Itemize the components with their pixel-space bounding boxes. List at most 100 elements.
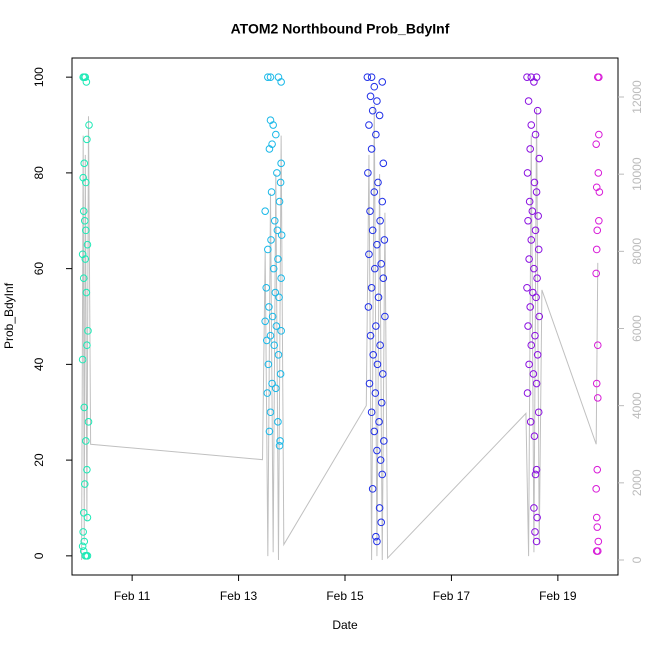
point [373, 360, 382, 369]
x-tick-label: Feb 15 [326, 589, 364, 603]
point [272, 322, 281, 330]
point [526, 418, 535, 426]
point [364, 169, 372, 177]
point [527, 236, 536, 244]
x-axis-label: Date [332, 618, 358, 632]
point [368, 226, 377, 235]
point [592, 269, 600, 278]
point [365, 379, 374, 388]
point [82, 288, 91, 297]
y-axis-label: Prob_BdyInf [2, 282, 16, 349]
y2-tick-label: 2000 [630, 469, 644, 496]
x-tick-label: Feb 17 [433, 589, 471, 603]
point [277, 327, 285, 335]
point [82, 78, 91, 86]
point [275, 293, 283, 302]
point [270, 216, 279, 225]
point [592, 379, 601, 388]
point [79, 528, 87, 536]
point [526, 145, 534, 153]
point [528, 207, 537, 215]
point [82, 437, 90, 445]
point [261, 207, 269, 215]
point [534, 245, 543, 254]
point [375, 418, 383, 426]
point [276, 178, 285, 187]
point [264, 245, 272, 254]
point [377, 260, 385, 268]
point [531, 528, 539, 536]
point [535, 312, 544, 321]
point [267, 188, 276, 196]
point [276, 370, 285, 378]
point [81, 73, 90, 81]
point [267, 236, 275, 244]
point [82, 178, 90, 187]
point [532, 188, 541, 196]
point [378, 78, 387, 86]
point [533, 513, 541, 522]
point [266, 73, 275, 81]
point [261, 317, 269, 326]
y-tick-label: 0 [32, 552, 46, 559]
point [376, 456, 385, 464]
point [366, 92, 375, 101]
point [532, 379, 541, 388]
point [530, 264, 538, 273]
y2-tick-label: 6000 [630, 315, 644, 342]
point [373, 240, 381, 249]
point [372, 322, 380, 330]
point [592, 513, 601, 522]
point [83, 465, 91, 474]
point [83, 341, 91, 350]
point [534, 408, 543, 417]
point [78, 355, 87, 364]
point [533, 350, 542, 359]
point [78, 542, 87, 551]
point [272, 130, 280, 139]
point [80, 403, 89, 412]
point [79, 274, 88, 283]
point [80, 159, 89, 168]
point [269, 121, 277, 129]
point [277, 274, 285, 283]
point [266, 331, 275, 340]
point [593, 341, 602, 350]
point [367, 73, 376, 81]
point [378, 197, 387, 206]
point [593, 394, 602, 402]
point [531, 226, 540, 235]
point [379, 274, 388, 283]
y2-tick-label: 0 [630, 556, 644, 563]
point [79, 508, 88, 517]
y2-tick-label: 4000 [630, 392, 644, 419]
point [369, 350, 378, 359]
point [593, 523, 602, 531]
point [372, 130, 380, 139]
point [524, 322, 532, 330]
point [80, 480, 89, 488]
point [377, 518, 385, 527]
point [367, 145, 376, 153]
point [272, 384, 280, 393]
point [367, 283, 376, 292]
point [365, 121, 373, 129]
point [530, 178, 539, 187]
point [277, 159, 285, 168]
point [371, 264, 379, 273]
point [531, 130, 540, 139]
point [84, 418, 93, 426]
point [532, 537, 541, 546]
y-tick-label: 60 [32, 262, 46, 276]
point [534, 212, 542, 220]
point [523, 73, 531, 81]
point [368, 106, 377, 115]
point [595, 188, 604, 196]
point [535, 154, 544, 163]
point [380, 437, 388, 445]
point [530, 504, 538, 512]
point [366, 331, 375, 340]
chart-title: ATOM2 Northbound Prob_BdyInf [231, 21, 450, 37]
point [526, 303, 534, 311]
